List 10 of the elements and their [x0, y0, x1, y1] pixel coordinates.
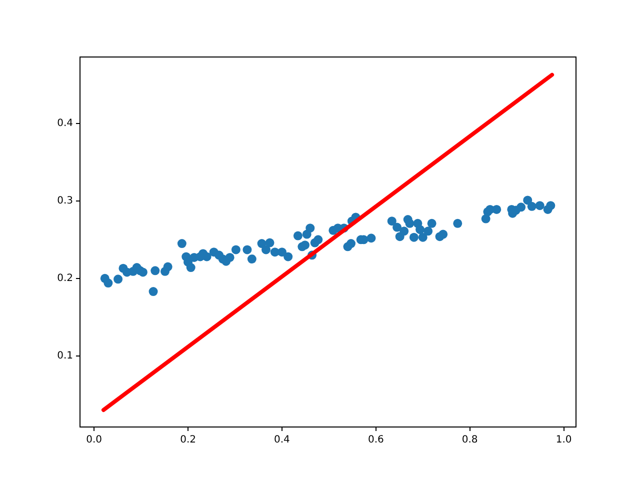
x-tick-label: 1.0 [556, 434, 572, 446]
x-tick-label: 0.2 [180, 434, 196, 446]
x-tick-label: 0.0 [86, 434, 102, 446]
y-tick-label: 0.2 [57, 272, 73, 284]
x-tick-label: 0.4 [274, 434, 290, 446]
y-tick-label: 0.1 [57, 350, 73, 362]
x-tick-label: 0.8 [462, 434, 478, 446]
y-tick-label: 0.4 [57, 118, 73, 130]
y-tick-label: 0.3 [57, 196, 73, 207]
x-tick-label: 0.6 [368, 434, 384, 446]
